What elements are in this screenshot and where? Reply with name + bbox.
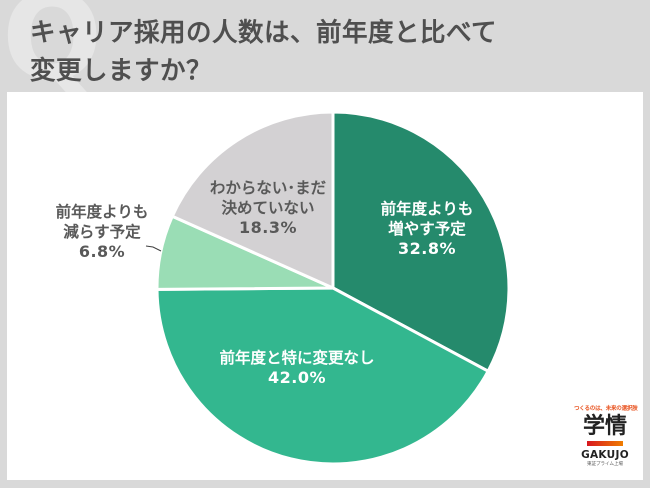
logo-tagline: つくるのは、未来の選択肢 xyxy=(574,406,638,412)
slice-no-change xyxy=(155,286,490,466)
chart-panel: 前年度よりも 増やす予定 32.8% 前年度と特に変更なし 42.0% 前年度よ… xyxy=(7,92,643,480)
label-increase-line2: 増やす予定 xyxy=(388,220,466,238)
logo-name: GAKUJO xyxy=(581,449,629,461)
page-title: キャリア採用の人数は、前年度と比べて 変更しますか？ xyxy=(30,14,497,90)
title-line-1: キャリア採用の人数は、前年度と比べて xyxy=(30,18,497,48)
pie-slices xyxy=(155,110,511,466)
label-undecided-line2: 決めていない xyxy=(221,199,315,217)
label-no-change-line1: 前年度と特に変更なし xyxy=(219,349,375,367)
gakujo-logo: つくるのは、未来の選択肢 学情 GAKUJO 東証プライム上場 xyxy=(574,405,638,473)
label-undecided-line1: わからない･まだ xyxy=(209,179,327,197)
label-increase-pct: 32.8% xyxy=(397,239,456,258)
label-increase-line1: 前年度よりも xyxy=(380,200,474,218)
label-decrease-line1: 前年度よりも xyxy=(55,203,149,221)
label-undecided-pct: 18.3% xyxy=(238,218,297,237)
label-decrease: 前年度よりも 減らす予定 6.8% xyxy=(37,202,167,262)
title-line-2: 変更しますか？ xyxy=(30,56,213,86)
label-decrease-line2: 減らす予定 xyxy=(63,223,141,241)
label-no-change: 前年度と特に変更なし 42.0% xyxy=(197,348,397,388)
logo-gradient-bar xyxy=(587,441,623,446)
question-mark-watermark: Q xyxy=(2,0,103,106)
pie-chart xyxy=(145,110,511,466)
leader-line xyxy=(145,245,162,252)
label-decrease-pct: 6.8% xyxy=(78,242,126,261)
slice-undecided xyxy=(170,110,335,290)
logo-kanji: 学情 xyxy=(582,414,627,439)
slice-increase xyxy=(331,110,511,373)
label-undecided: わからない･まだ 決めていない 18.3% xyxy=(203,178,333,238)
label-no-change-pct: 42.0% xyxy=(267,368,326,387)
label-increase: 前年度よりも 増やす予定 32.8% xyxy=(357,199,497,259)
logo-sub: 東証プライム上場 xyxy=(587,462,623,467)
